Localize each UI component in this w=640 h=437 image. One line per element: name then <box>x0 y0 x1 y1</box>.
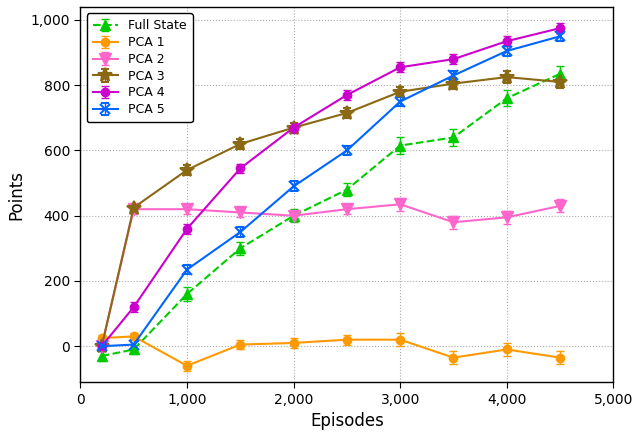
X-axis label: Episodes: Episodes <box>310 412 384 430</box>
Legend: Full State, PCA 1, PCA 2, PCA 3, PCA 4, PCA 5: Full State, PCA 1, PCA 2, PCA 3, PCA 4, … <box>86 13 193 122</box>
Y-axis label: Points: Points <box>7 170 25 219</box>
